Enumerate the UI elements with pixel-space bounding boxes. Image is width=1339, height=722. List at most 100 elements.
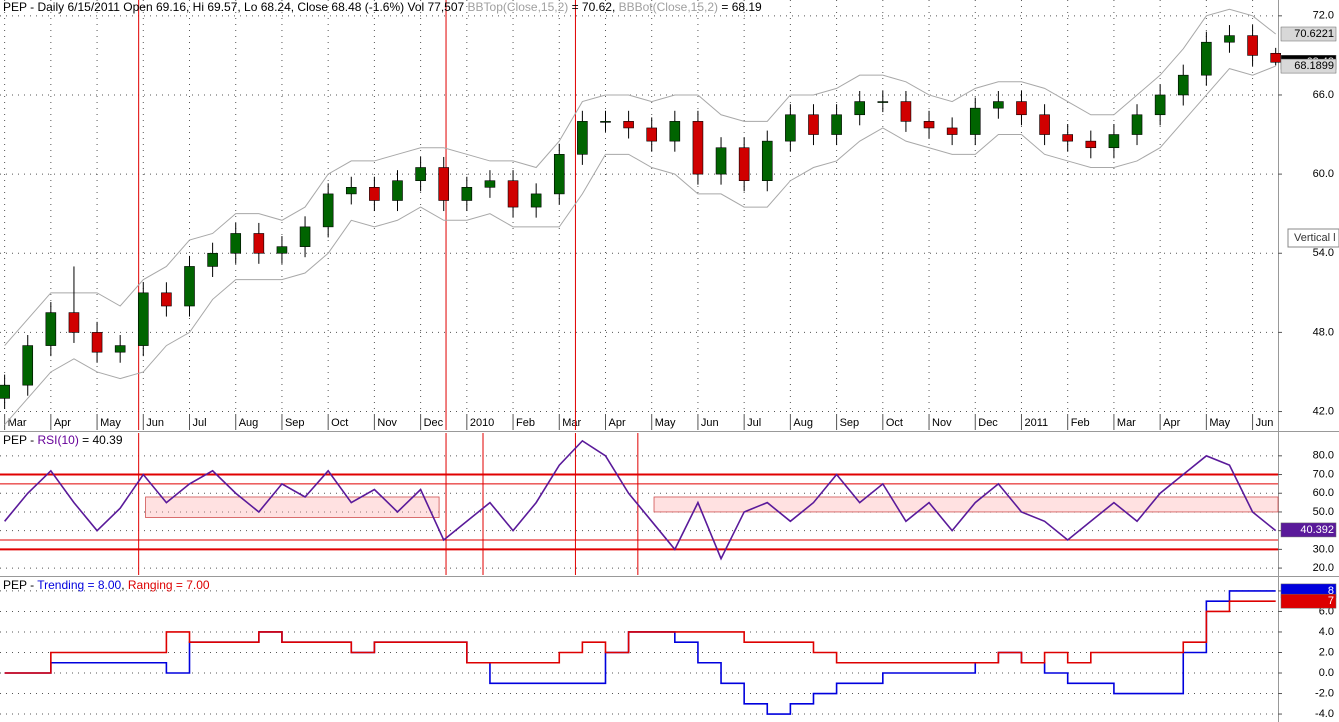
value-tag: 68.1899 (1294, 60, 1334, 72)
x-tick-label: Sep (285, 417, 305, 429)
x-tick-label: Dec (978, 417, 998, 429)
y-tick-label: 20.0 (1313, 562, 1334, 574)
x-tick-label: May (1209, 417, 1230, 429)
panel-title: PEP - RSI(10) = 40.39 (3, 433, 123, 447)
candle-body (507, 180, 519, 208)
candle-body (1085, 140, 1097, 149)
candle-body (114, 345, 126, 353)
title-part: PEP - (3, 578, 37, 592)
value-tag-box (1280, 58, 1337, 74)
candle-body (1201, 41, 1212, 76)
series-line (4, 600, 1276, 674)
tooltip: Vertical l (1294, 232, 1336, 244)
candle-body (1224, 35, 1235, 43)
y-tick-label: 72.0 (1313, 10, 1334, 22)
candle-body (946, 127, 958, 135)
series-line (4, 8, 1276, 346)
candle-body (45, 312, 57, 346)
candle-body (738, 147, 750, 182)
title-part: Ranging = 7.00 (128, 578, 210, 592)
candle-body (1154, 94, 1166, 116)
candle-body (900, 101, 912, 122)
candle-body (253, 233, 265, 254)
value-tag: 8 (1328, 585, 1334, 597)
x-tick-label: Jul (193, 417, 207, 429)
candle-body (438, 167, 450, 201)
y-tick-label: 50.0 (1313, 506, 1334, 518)
x-tick-label: Nov (932, 417, 952, 429)
candle-body (184, 266, 195, 307)
candle-body (22, 345, 34, 386)
candle-body (669, 121, 681, 142)
candle-body (553, 154, 565, 195)
candle-body (877, 101, 889, 103)
value-tag-box (1280, 26, 1337, 42)
candle-body (230, 233, 242, 254)
candle-body (1039, 114, 1050, 135)
candle-body (646, 127, 658, 142)
candle-body (623, 121, 634, 129)
candle-body (1177, 74, 1189, 96)
candle-body (207, 252, 218, 267)
value-tag: 70.6221 (1294, 28, 1334, 40)
candle-body (345, 187, 357, 195)
candle-body (91, 332, 103, 353)
candle-body (692, 121, 704, 175)
candle-body (761, 140, 773, 182)
panel: 42.0 48.0 54.0 60.0 66.0 72.0 Mar Apr May Jun Jul A… (0, 0, 1337, 430)
y-tick-label: -4.0 (1315, 708, 1334, 720)
candle-body (600, 121, 611, 123)
x-tick-label: Jun (701, 417, 719, 429)
candle-body (1247, 35, 1258, 56)
y-tick-label: 30.0 (1313, 543, 1334, 555)
value-tag: 7 (1328, 595, 1334, 607)
x-tick-label: Jun (146, 417, 164, 429)
x-tick-label: Nov (377, 417, 397, 429)
y-tick-label: 54.0 (1313, 247, 1334, 259)
y-tick-label: 66.0 (1313, 89, 1334, 101)
x-tick-label: Jun (1256, 417, 1274, 429)
y-tick-label: -2.0 (1315, 687, 1334, 699)
candle-body (299, 226, 311, 247)
y-tick-label: 80.0 (1313, 450, 1334, 462)
candle-body (1270, 52, 1281, 63)
series-line (4, 439, 1277, 561)
candle-body (137, 292, 149, 346)
x-tick-label: Sep (840, 417, 860, 429)
value-tag-box (1280, 522, 1337, 538)
x-tick-label: May (655, 417, 676, 429)
x-tick-label: Oct (331, 417, 348, 429)
x-tick-label: Feb (516, 417, 535, 429)
candle-body (369, 187, 380, 201)
candle-body (577, 121, 588, 155)
value-tag: 40.392 (1300, 524, 1334, 536)
candle-body (785, 114, 796, 142)
y-tick-label: 70.0 (1313, 468, 1334, 480)
title-part: BBBot(Close,15,2) (619, 0, 718, 14)
y-tick-label: 60.0 (1313, 487, 1334, 499)
candle-body (276, 246, 288, 254)
title-part: BBTop(Close,15,2) (468, 0, 569, 14)
x-tick-label: 2010 (470, 417, 494, 429)
candle-body (715, 147, 727, 175)
title-part: Trending = 8.00 (37, 578, 121, 592)
x-tick-label: Oct (886, 417, 903, 429)
value-tag-box (1280, 593, 1337, 609)
candle-body (1108, 134, 1120, 149)
panel-title: PEP - Daily 6/15/2011 Open 69.16, Hi 69.… (3, 0, 762, 14)
zone (145, 496, 440, 518)
title-part: RSI(10) (37, 433, 78, 447)
series-line (4, 65, 1276, 426)
candle-body (923, 121, 935, 129)
candle-body (484, 180, 496, 188)
tooltip-box (1287, 228, 1339, 248)
candle-body (0, 384, 10, 399)
x-tick-label: Apr (1163, 417, 1180, 429)
panel-title: PEP - Trending = 8.00, Ranging = 7.00 (3, 578, 210, 592)
x-tick-label: 2011 (1024, 417, 1048, 429)
title-part: = 40.39 (79, 433, 123, 447)
title-part: PEP - Daily 6/15/2011 Open 69.16, Hi 69.… (3, 0, 468, 14)
y-tick-label: 0.0 (1319, 667, 1334, 679)
